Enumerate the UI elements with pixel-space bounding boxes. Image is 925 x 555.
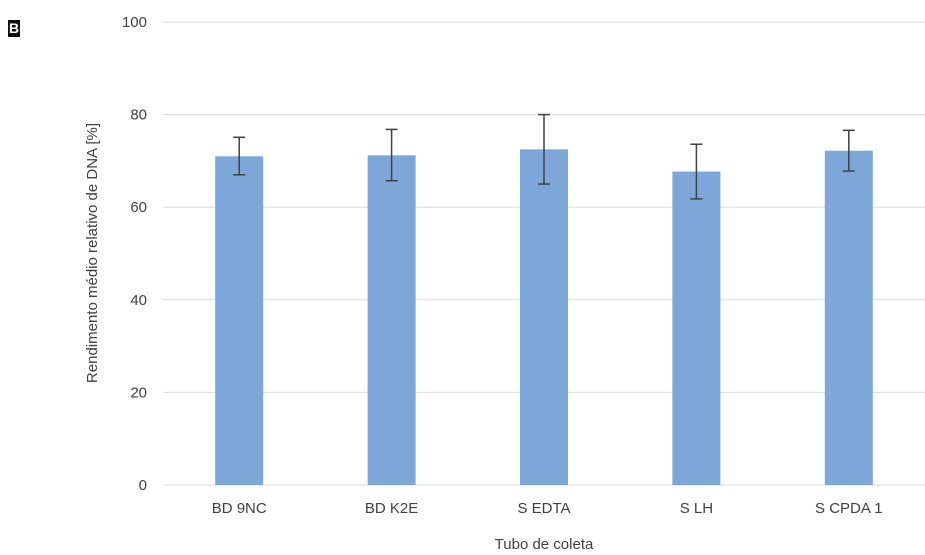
y-tick-label: 60 bbox=[130, 199, 147, 216]
x-tick-label: S LH bbox=[680, 500, 713, 517]
y-tick-label: 0 bbox=[139, 477, 147, 494]
x-tick-label: BD 9NC bbox=[212, 500, 267, 517]
x-tick-label: S CPDA 1 bbox=[815, 500, 883, 517]
x-tick-label: S EDTA bbox=[517, 500, 570, 517]
panel-label: B bbox=[8, 20, 20, 37]
error-bar bbox=[233, 136, 246, 176]
error-bar bbox=[538, 113, 550, 185]
y-tick-label: 100 bbox=[122, 14, 147, 31]
y-tick-label: 20 bbox=[130, 384, 147, 401]
bar bbox=[215, 156, 264, 485]
error-bars bbox=[233, 113, 855, 200]
y-tick-labels: 0 20 40 60 80 100 bbox=[122, 14, 147, 494]
bars bbox=[215, 149, 873, 486]
y-axis-label: Rendimento médio relativo de DNA [%] bbox=[84, 123, 101, 383]
bar bbox=[672, 171, 721, 485]
x-tick-labels: BD 9NC BD K2E S EDTA S LH S CPDA 1 bbox=[212, 500, 883, 517]
y-tick-label: 40 bbox=[130, 292, 147, 309]
error-bar bbox=[385, 128, 398, 182]
y-tick-label: 80 bbox=[130, 107, 147, 124]
bar bbox=[367, 155, 416, 485]
x-tick-label: BD K2E bbox=[365, 500, 418, 517]
error-bar bbox=[690, 143, 703, 200]
bar bbox=[520, 149, 568, 485]
bar bbox=[824, 150, 873, 486]
error-bar bbox=[842, 129, 855, 172]
x-axis-label: Tubo de coleta bbox=[495, 536, 594, 553]
